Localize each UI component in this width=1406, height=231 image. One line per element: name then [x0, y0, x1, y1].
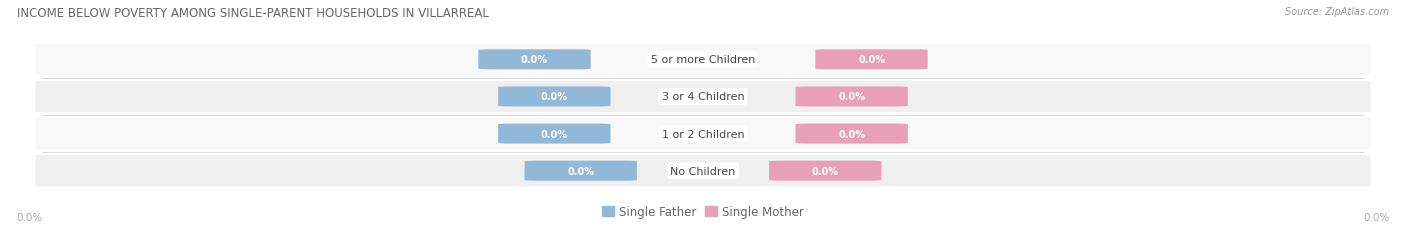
Text: 0.0%: 0.0%: [541, 129, 568, 139]
FancyBboxPatch shape: [35, 119, 1371, 149]
FancyBboxPatch shape: [35, 45, 1371, 76]
FancyBboxPatch shape: [524, 161, 637, 181]
FancyBboxPatch shape: [35, 82, 1371, 112]
Text: 0.0%: 0.0%: [858, 55, 884, 65]
Text: No Children: No Children: [671, 166, 735, 176]
FancyBboxPatch shape: [498, 87, 610, 107]
FancyBboxPatch shape: [796, 124, 908, 144]
Text: 0.0%: 0.0%: [811, 166, 839, 176]
Text: 5 or more Children: 5 or more Children: [651, 55, 755, 65]
FancyBboxPatch shape: [815, 50, 928, 70]
Text: 0.0%: 0.0%: [541, 92, 568, 102]
Text: 0.0%: 0.0%: [17, 212, 44, 222]
FancyBboxPatch shape: [35, 155, 1371, 186]
Text: 3 or 4 Children: 3 or 4 Children: [662, 92, 744, 102]
Text: 0.0%: 0.0%: [838, 129, 865, 139]
Text: 0.0%: 0.0%: [567, 166, 595, 176]
Text: 0.0%: 0.0%: [1362, 212, 1389, 222]
FancyBboxPatch shape: [498, 124, 610, 144]
FancyBboxPatch shape: [796, 87, 908, 107]
Text: 0.0%: 0.0%: [838, 92, 865, 102]
Legend: Single Father, Single Mother: Single Father, Single Mother: [598, 201, 808, 223]
Text: Source: ZipAtlas.com: Source: ZipAtlas.com: [1285, 7, 1389, 17]
Text: INCOME BELOW POVERTY AMONG SINGLE-PARENT HOUSEHOLDS IN VILLARREAL: INCOME BELOW POVERTY AMONG SINGLE-PARENT…: [17, 7, 489, 20]
FancyBboxPatch shape: [769, 161, 882, 181]
Text: 0.0%: 0.0%: [522, 55, 548, 65]
FancyBboxPatch shape: [478, 50, 591, 70]
Text: 1 or 2 Children: 1 or 2 Children: [662, 129, 744, 139]
